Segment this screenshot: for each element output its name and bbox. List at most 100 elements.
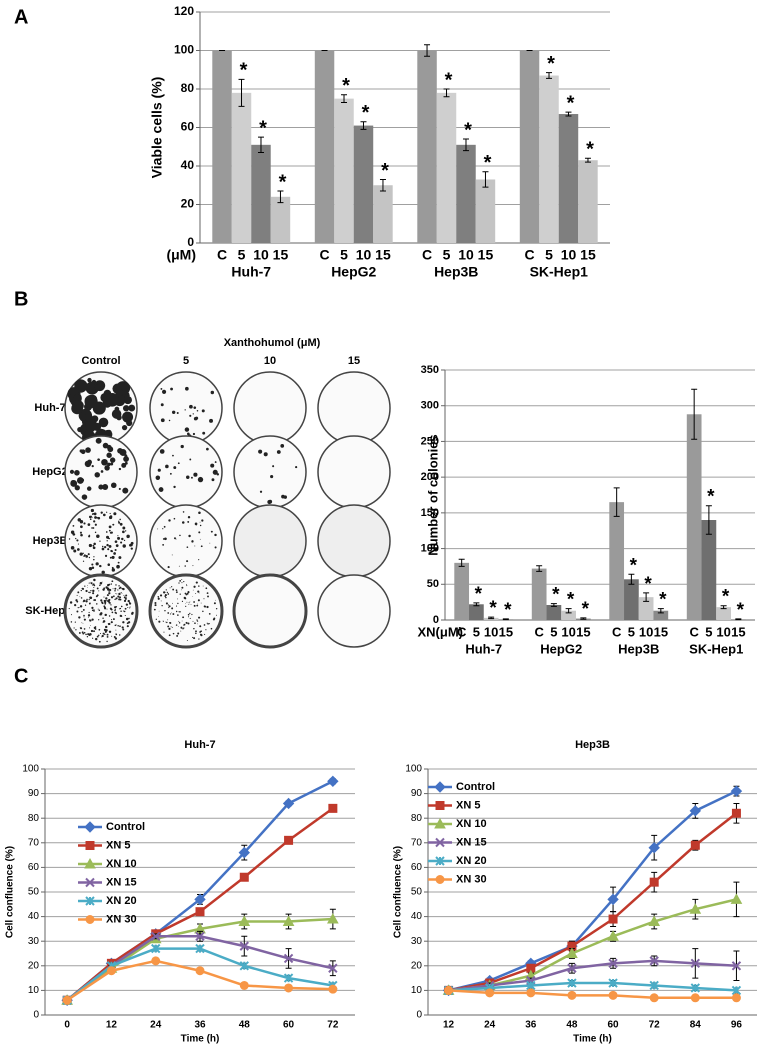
colony [153,608,156,611]
colony [116,624,118,626]
colony [80,597,83,599]
colony [72,524,75,527]
bar [231,92,252,243]
point [62,995,72,1005]
colony-dish [149,371,223,445]
colony [194,522,198,526]
colony [92,527,95,529]
colony [87,553,90,556]
colony [183,627,185,629]
colony [118,520,120,523]
row-label: Hep3B [33,535,68,547]
colony [191,540,194,543]
colony [125,603,129,606]
colony [186,601,188,603]
colony [160,387,163,390]
y-tick-label: 70 [28,837,40,848]
colony [171,554,173,556]
colony [168,627,171,630]
x-group-label: SK-Hep1 [689,641,743,656]
colony [193,472,198,477]
colony-dish [317,574,391,648]
colony [181,579,183,580]
colony [81,610,83,613]
colony [77,591,80,594]
colony [111,611,114,614]
dish [233,371,307,445]
colony [280,444,285,448]
colony [104,554,108,558]
panel-label: C [14,665,28,687]
colony [94,531,97,534]
x-tick-label: 36 [194,1020,206,1031]
colony [105,599,107,602]
colony [182,625,184,626]
colony [177,602,179,605]
point [444,985,454,995]
x-tick-label: 12 [443,1020,455,1031]
colony [121,424,128,431]
colony [159,594,163,597]
colony [84,585,86,587]
colony [166,591,169,594]
colony [116,564,120,569]
y-tick-label: 80 [411,813,423,824]
colony [185,386,189,391]
colony [79,449,83,453]
colony [99,564,102,568]
chart-title: Huh-7 [184,739,215,751]
colony [157,468,161,472]
colony [198,531,201,534]
colony [115,613,117,615]
colony [171,410,176,414]
point [284,835,294,845]
point [526,988,536,998]
bar [539,75,559,244]
colony [85,600,88,603]
colony [71,402,83,415]
significance: * [582,599,590,620]
colony [79,606,81,608]
colony [83,631,86,634]
colony [93,512,97,516]
colony [122,411,134,423]
colony [168,634,171,637]
colony [160,600,162,602]
colony [106,543,109,547]
colony [125,594,128,597]
legend-label: XN 10 [106,858,137,870]
colony [202,585,204,587]
colony [90,625,91,627]
x-tick-label: C [689,624,699,639]
colony [113,552,116,555]
colony [160,403,164,407]
colony [128,617,130,620]
colony-dish [317,504,391,578]
colony [123,596,126,599]
colony [88,556,91,559]
colony [159,449,165,454]
bar [212,50,232,243]
colony [198,585,200,587]
unit-label: (μM) [166,247,196,263]
colony [88,566,93,571]
colony [259,490,263,493]
point [151,931,161,941]
colony [81,622,83,624]
colony-dish [317,371,391,445]
colony [216,614,217,616]
colony-dish [64,435,138,509]
colony [168,605,171,608]
colony [89,581,91,583]
colony [190,476,193,479]
colony [80,525,83,529]
colony [104,633,106,636]
bar [531,568,547,620]
significance: * [342,75,350,97]
colony [118,585,120,587]
colony [169,587,171,589]
colony [195,632,197,635]
significance: * [552,585,560,606]
colony [120,541,123,544]
legend-marker [85,915,95,924]
